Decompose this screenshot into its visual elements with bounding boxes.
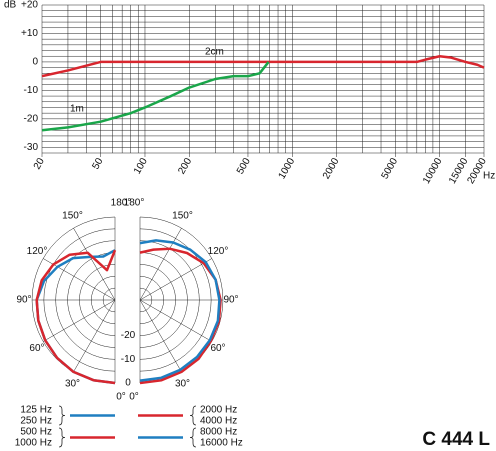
series-line [41, 54, 485, 78]
angle-label: 120° [27, 246, 48, 257]
x-tick-label: 200 [176, 156, 194, 176]
model-name: C 444 L [422, 429, 490, 450]
polar-curve [139, 239, 221, 382]
angle-label: 120° [208, 246, 229, 257]
x-tick-label: 100 [132, 156, 150, 176]
x-axis-label: Hz [483, 171, 495, 182]
series-line [41, 61, 270, 132]
legend-brace [58, 405, 66, 426]
y-tick-label: +10 [21, 28, 38, 39]
x-tick-label: 1000 [277, 156, 298, 181]
x-tick-label: 50 [90, 156, 105, 172]
angle-label: 60° [210, 343, 225, 354]
legend-label: 500 Hz [20, 427, 52, 438]
x-tick-label: 20 [32, 156, 47, 172]
spoke [139, 258, 213, 301]
angle-label: 150° [62, 211, 83, 222]
angle-label: 90° [16, 295, 31, 306]
r-tick-label: -10 [121, 354, 136, 365]
polar-curve [35, 249, 117, 385]
angle-label: 0° [116, 392, 126, 403]
angle-label: 30° [175, 379, 190, 390]
legend-brace [189, 405, 197, 426]
x-tick-label: 10000 [421, 156, 445, 186]
legend-label: 1000 Hz [15, 438, 52, 449]
angle-label: 60° [29, 343, 44, 354]
y-tick-label: -30 [24, 142, 39, 153]
x-tick-label: 500 [235, 156, 253, 176]
y-tick-label: 0 [32, 57, 38, 68]
angle-label: 0° [129, 392, 139, 403]
angle-label: 150° [172, 211, 193, 222]
angle-label: 30° [65, 379, 80, 390]
legend-label: 125 Hz [20, 405, 52, 416]
y-axis-label: dB [4, 0, 17, 11]
x-tick-label: 5000 [380, 156, 401, 181]
spoke [139, 299, 182, 373]
angle-label: 180° [124, 198, 145, 209]
r-tick-label: -20 [121, 330, 136, 341]
spoke [139, 227, 182, 301]
legend-label: 16000 Hz [200, 438, 243, 449]
legend-label: 8000 Hz [200, 427, 237, 438]
legend-brace [189, 427, 197, 448]
angle-label: 180° [111, 198, 132, 209]
legend-label: 250 Hz [20, 416, 52, 427]
spoke [73, 299, 116, 373]
y-tick-label: -10 [24, 85, 39, 96]
y-tick-label: +20 [21, 0, 38, 11]
series-label: 2cm [205, 47, 224, 58]
spoke [42, 258, 116, 301]
x-tick-label: 2000 [321, 156, 342, 181]
spoke [42, 299, 116, 342]
r-tick-label: 0 [125, 378, 131, 389]
spoke [139, 299, 213, 342]
series-label: 1m [70, 104, 84, 115]
y-tick-label: -20 [24, 113, 39, 124]
legend-label: 2000 Hz [200, 405, 237, 416]
legend-brace [58, 427, 66, 448]
legend-label: 4000 Hz [200, 416, 237, 427]
spoke [73, 227, 116, 301]
angle-label: 90° [223, 295, 238, 306]
